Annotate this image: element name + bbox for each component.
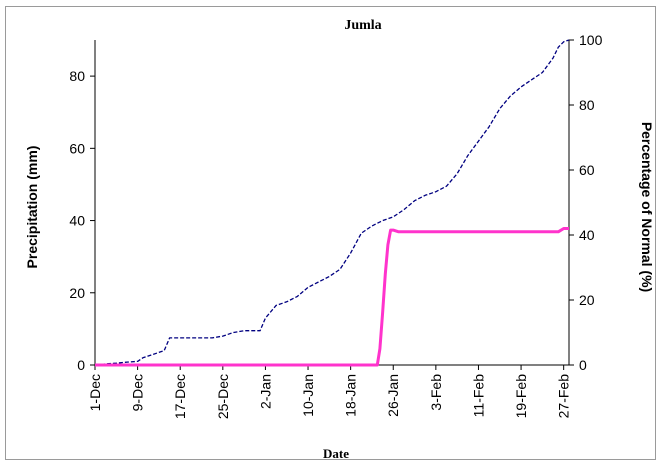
x-tick-label: 27-Feb [556, 374, 572, 419]
chart-frame: Jumla 0 20 40 60 80 0 20 40 60 80 100 1-Dec 9-Dec 1… [5, 6, 656, 461]
percentage-of-normal-line [95, 227, 569, 367]
x-tick-label: 26-Jan [385, 374, 401, 417]
left-tick-label: 80 [69, 68, 85, 84]
x-tick-label: 19-Feb [513, 374, 529, 419]
left-tick-label: 60 [69, 140, 85, 156]
left-axis-ticks: 0 20 40 60 80 [69, 68, 95, 373]
x-axis-ticks: 1-Dec 9-Dec 17-Dec 25-Dec 2-Jan 10-Jan 18-Jan 2… [87, 365, 572, 419]
right-tick-label: 40 [579, 227, 595, 243]
right-tick-label: 80 [579, 97, 595, 113]
x-tick-label: 9-Dec [130, 374, 146, 411]
right-tick-label: 60 [579, 162, 595, 178]
x-axis-label: Date [323, 446, 349, 461]
x-tick-label: 17-Dec [172, 374, 188, 419]
left-tick-label: 20 [69, 285, 85, 301]
x-tick-label: 25-Dec [215, 374, 231, 419]
x-tick-label: 2-Jan [257, 374, 273, 409]
left-tick-label: 0 [77, 357, 85, 373]
x-tick-label: 11-Feb [470, 374, 486, 418]
x-tick-label: 1-Dec [87, 374, 103, 411]
right-tick-label: 20 [579, 292, 595, 308]
series-lines [94, 39, 570, 367]
x-tick-label: 18-Jan [343, 374, 359, 417]
right-tick-label: 100 [579, 32, 603, 48]
axes [94, 40, 570, 366]
precipitation-line [94, 39, 570, 366]
x-tick-label: 3-Feb [428, 374, 444, 411]
left-axis-label: Precipitation (mm) [24, 146, 40, 269]
left-tick-label: 40 [69, 213, 85, 229]
right-tick-label: 0 [579, 357, 587, 373]
right-axis-ticks: 0 20 40 60 80 100 [569, 32, 603, 373]
x-tick-label: 10-Jan [300, 374, 316, 417]
chart-title: Jumla [344, 18, 381, 33]
right-axis-label: Percentage of Normal (%) [639, 122, 655, 292]
